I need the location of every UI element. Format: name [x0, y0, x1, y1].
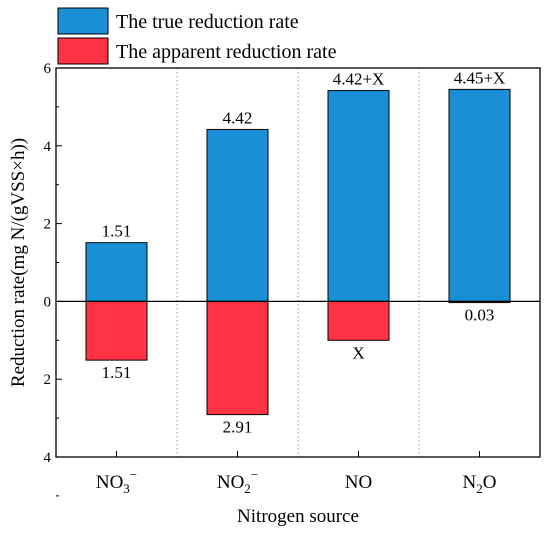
legend-swatch: [57, 7, 109, 35]
x-category-label: NO: [345, 472, 372, 493]
y-axis-ticks: 6 4 2 0 2 4: [44, 61, 62, 497]
x-category-label: NO3−: [96, 467, 137, 496]
apparent-rate-data-label: 1.51: [102, 363, 132, 382]
y-axis-title: Reduction rate(mg N/(gVSS×h)): [8, 138, 29, 387]
apparent-rate-bar: [85, 300, 148, 361]
y-tick-label: 0: [44, 294, 52, 310]
true-rate-bar: [206, 128, 269, 302]
x-axis-title: Nitrogen source: [237, 506, 359, 527]
apparent-rate-data-label: 2.91: [223, 418, 253, 437]
true-rate-data-label: 4.45+X: [454, 68, 506, 87]
true-rate-data-label: 1.51: [102, 222, 132, 241]
y-tick-label: 2: [44, 217, 52, 233]
y-tick-label: 4: [44, 450, 52, 466]
true-rate-bar: [85, 242, 148, 302]
y-tick-label: 4: [44, 139, 52, 155]
x-category-label: NO2−: [217, 467, 258, 496]
legend-swatch: [57, 37, 109, 65]
y-tick-label: 2: [44, 372, 52, 388]
legend: The true reduction rate The apparent redu…: [57, 7, 337, 65]
legend-label: The apparent reduction rate: [116, 41, 337, 63]
bars: [85, 88, 511, 416]
x-category-label: N2O: [463, 472, 497, 496]
data-labels: 1.51 4.42 4.42+X 4.45+X 1.51 2.91 X 0.03: [102, 68, 506, 436]
true-rate-data-label: 4.42: [223, 108, 253, 127]
true-rate-data-label: 4.42+X: [333, 70, 385, 89]
x-axis-ticks: NO3− NO2− NO N2O: [96, 451, 497, 496]
true-rate-bar: [448, 88, 511, 302]
y-tick-label: 6: [44, 61, 52, 77]
legend-label: The true reduction rate: [116, 11, 299, 33]
apparent-rate-bar: [327, 300, 390, 341]
apparent-rate-data-label: X: [352, 343, 364, 362]
category-separators: [176, 68, 420, 457]
apparent-rate-bar: [206, 300, 269, 416]
true-rate-bar: [327, 90, 390, 302]
apparent-rate-data-label: 0.03: [465, 306, 495, 325]
